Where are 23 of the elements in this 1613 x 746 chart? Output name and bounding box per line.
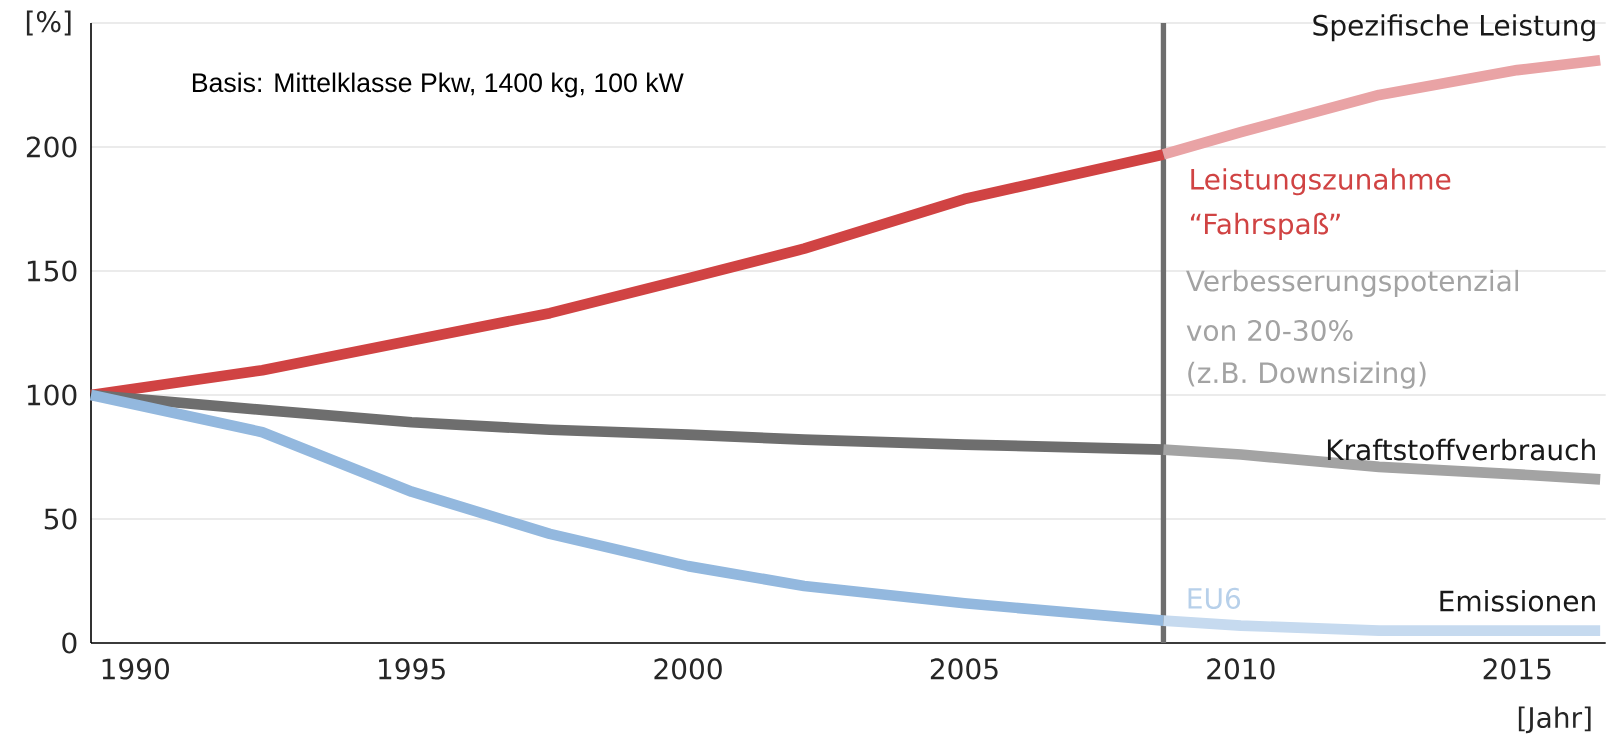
x-tick-label: 1995 (379, 658, 445, 680)
annotation: “Fahrspaß” (1190, 212, 1340, 240)
annotation: von 20-30% (1186, 319, 1353, 342)
y-tick-label: 200 (26, 136, 77, 158)
annotation: Basis: Mittelklasse Pkw, 1400 kg, 100 kW (192, 72, 684, 98)
annotation: EU6 (1188, 587, 1241, 609)
y-axis-title: [%] (26, 10, 71, 36)
series-label: Kraftstoffverbrauch (1327, 438, 1595, 461)
y-tick-label: 50 (44, 508, 77, 530)
series-label: Spezifische Leistung (1313, 14, 1595, 42)
annotation: (z.B. Downsizing) (1188, 361, 1426, 389)
y-tick-label: 100 (27, 384, 77, 406)
x-axis-title: [Jahr] (1518, 706, 1591, 734)
x-tick-label: 2015 (1483, 658, 1551, 680)
x-tick-label: 1990 (102, 658, 169, 680)
x-tick-label: 2005 (930, 658, 998, 680)
annotation: Verbesserungspotenzial (1186, 269, 1518, 297)
x-tick-label: 2000 (654, 658, 722, 680)
y-tick-label: 150 (27, 260, 77, 282)
x-tick-label: 2010 (1207, 658, 1275, 680)
series-label: Emissionen (1440, 590, 1595, 612)
y-tick-label: 0 (62, 632, 77, 654)
annotation: Leistungszunahme (1191, 168, 1451, 196)
